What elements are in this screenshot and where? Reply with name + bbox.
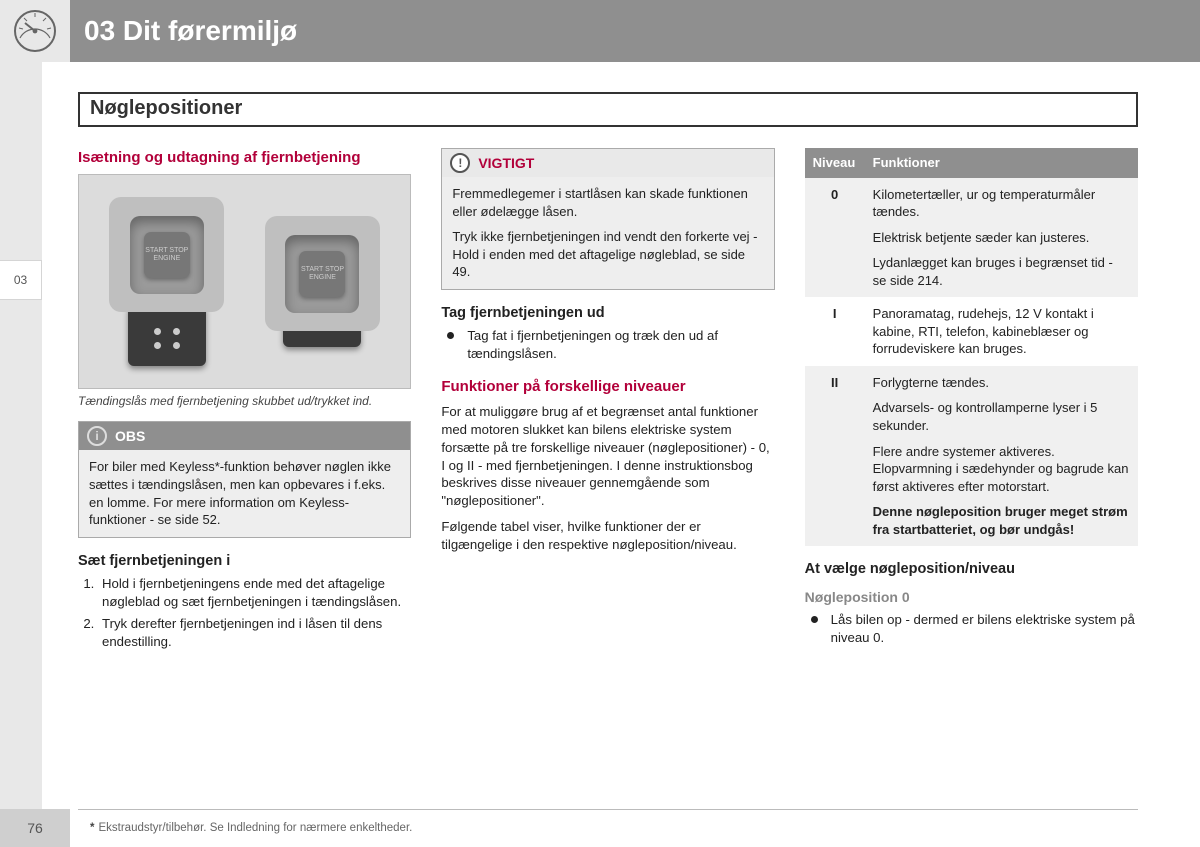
remove-list: Tag fat i fjernbetjeningen og træk den u… bbox=[445, 327, 774, 363]
th-functions: Funktioner bbox=[865, 148, 1138, 178]
cell-text: Kilometertæller, ur og temperaturmåler t… bbox=[873, 186, 1130, 221]
subheading-level-0: Nøgleposition 0 bbox=[805, 588, 1138, 607]
important-label: VIGTIGT bbox=[478, 154, 534, 173]
section-title: Nøglepositioner bbox=[90, 97, 1126, 120]
level-0: 0 bbox=[805, 178, 865, 298]
cell-text: Advarsels- og kontrollamperne lyser i 5 … bbox=[873, 399, 1130, 434]
obs-header: i OBS bbox=[79, 422, 410, 450]
level-2: II bbox=[805, 366, 865, 546]
th-level: Niveau bbox=[805, 148, 865, 178]
figure-caption: Tændingslås med fjernbetjening skubbet u… bbox=[78, 393, 411, 409]
cell-text: Panoramatag, rudehejs, 12 V kontakt i ka… bbox=[873, 305, 1130, 358]
table-row: 0 Kilometertæller, ur og temperaturmåler… bbox=[805, 178, 1138, 298]
manual-page: 03 03 Dit førermiljø Nøglepositioner Isæ… bbox=[0, 0, 1200, 847]
important-icon: ! bbox=[450, 153, 470, 173]
important-body: Fremmedlegemer i startlåsen kan skade fu… bbox=[442, 177, 773, 289]
start-button-icon: START STOP ENGINE bbox=[299, 251, 345, 297]
level-0-functions: Kilometertæller, ur og temperaturmåler t… bbox=[865, 178, 1138, 298]
info-icon: i bbox=[87, 426, 107, 446]
levels-p1: For at muliggøre brug af et begrænset an… bbox=[441, 403, 774, 510]
important-header: ! VIGTIGT bbox=[442, 149, 773, 177]
cell-text-bold: Denne nøgleposition bruger meget strøm f… bbox=[873, 503, 1130, 538]
column-3: Niveau Funktioner 0 Kilometertæller, ur … bbox=[805, 148, 1138, 777]
ignition-unit-in: START STOP ENGINE bbox=[257, 216, 387, 347]
content-columns: Isætning og udtagning af fjernbetjening … bbox=[78, 148, 1138, 777]
chapter-tab: 03 bbox=[0, 260, 42, 300]
gauge-icon bbox=[0, 0, 70, 62]
cell-text: Lydanlægget kan bruges i begrænset tid -… bbox=[873, 254, 1130, 289]
page-number: 76 bbox=[0, 809, 70, 847]
ignition-unit-out: START STOP ENGINE bbox=[102, 197, 232, 366]
remove-bullet: Tag fat i fjernbetjeningen og træk den u… bbox=[445, 327, 774, 363]
level0-bullet: Lås bilen op - dermed er bilens elektris… bbox=[809, 611, 1138, 647]
obs-body: For biler med Keyless*-funktion behøver … bbox=[79, 450, 410, 536]
obs-label: OBS bbox=[115, 427, 145, 446]
important-p2: Tryk ikke fjernbetjeningen ind vendt den… bbox=[452, 228, 763, 281]
heading-insert-remove: Isætning og udtagning af fjernbetjening bbox=[78, 148, 411, 168]
footnote-text: Ekstraudstyr/tilbehør. Se Indledning for… bbox=[98, 822, 412, 834]
important-notice: ! VIGTIGT Fremmedlegemer i startlåsen ka… bbox=[441, 148, 774, 290]
column-2: ! VIGTIGT Fremmedlegemer i startlåsen ka… bbox=[441, 148, 774, 777]
step-2: Tryk derefter fjernbetjeningen ind i lås… bbox=[98, 615, 411, 651]
asterisk-icon: * bbox=[90, 822, 94, 834]
chapter-title: 03 Dit førermiljø bbox=[84, 15, 297, 47]
table-row: I Panoramatag, rudehejs, 12 V kontakt i … bbox=[805, 297, 1138, 366]
chapter-header: 03 Dit førermiljø bbox=[70, 0, 1200, 62]
left-margin-strip bbox=[0, 0, 42, 847]
level0-list: Lås bilen op - dermed er bilens elektris… bbox=[809, 611, 1138, 647]
page-footer: 76 * Ekstraudstyr/tilbehør. Se Indledning… bbox=[0, 809, 1200, 847]
level-1: I bbox=[805, 297, 865, 366]
section-title-box: Nøglepositioner bbox=[78, 92, 1138, 127]
level-2-functions: Forlygterne tændes. Advarsels- og kontro… bbox=[865, 366, 1138, 546]
levels-table: Niveau Funktioner 0 Kilometertæller, ur … bbox=[805, 148, 1138, 546]
step-1: Hold i fjernbetjeningens ende med det af… bbox=[98, 575, 411, 611]
levels-p2: Følgende tabel viser, hvilke funktioner … bbox=[441, 518, 774, 554]
ignition-lock-figure: START STOP ENGINE START STOP ENGINE bbox=[78, 174, 411, 389]
footnote: * Ekstraudstyr/tilbehør. Se Indledning fo… bbox=[90, 822, 412, 834]
key-fob-icon bbox=[128, 304, 206, 366]
important-p1: Fremmedlegemer i startlåsen kan skade fu… bbox=[452, 185, 763, 220]
heading-functions-levels: Funktioner på forskellige niveauer bbox=[441, 377, 774, 397]
start-button-icon: START STOP ENGINE bbox=[144, 232, 190, 278]
heading-remove: Tag fjernbetjeningen ud bbox=[441, 304, 774, 324]
obs-notice: i OBS For biler med Keyless*-funktion be… bbox=[78, 421, 411, 537]
footer-rule bbox=[78, 809, 1138, 810]
level-1-functions: Panoramatag, rudehejs, 12 V kontakt i ka… bbox=[865, 297, 1138, 366]
insert-steps: Hold i fjernbetjeningens ende med det af… bbox=[98, 575, 411, 650]
table-row: II Forlygterne tændes. Advarsels- og kon… bbox=[805, 366, 1138, 546]
cell-text: Forlygterne tændes. bbox=[873, 374, 1130, 392]
cell-text: Flere andre systemer aktiveres. Elopvarm… bbox=[873, 443, 1130, 496]
column-1: Isætning og udtagning af fjernbetjening … bbox=[78, 148, 411, 777]
heading-insert: Sæt fjernbetjeningen i bbox=[78, 552, 411, 572]
cell-text: Elektrisk betjente sæder kan justeres. bbox=[873, 229, 1130, 247]
heading-choose-level: At vælge nøgleposition/niveau bbox=[805, 560, 1138, 580]
